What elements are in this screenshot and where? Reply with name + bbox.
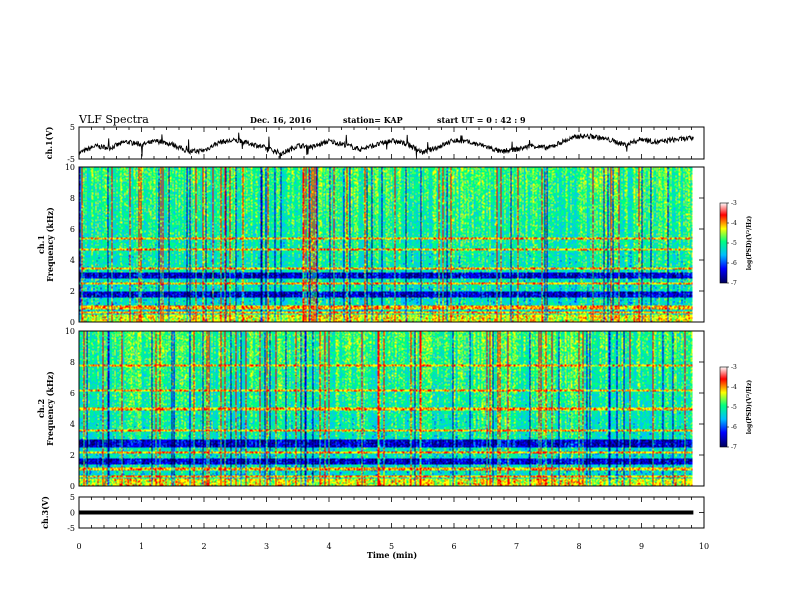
x-axis-label: Time (min) (367, 550, 417, 560)
x-tick-label: 6 (451, 542, 456, 551)
ch1-colorbar-gradient (719, 202, 728, 284)
ch1-y-tick-label: -5 (67, 155, 75, 164)
ch3-y-tick-label: 5 (70, 493, 75, 502)
ch2-spec-y-tick-label: 6 (70, 389, 75, 398)
ch1-spec-y-tick-label: 8 (70, 194, 75, 203)
ch2-colorbar-tick-label: -6 (731, 424, 737, 431)
ch2-spec-y-axis-label: ch.2 (36, 399, 46, 418)
ch1-spec-y-axis-label-2: Frequency (kHz) (45, 207, 55, 282)
ch2-colorbar-tick-label: -5 (731, 404, 737, 411)
x-tick-label: 10 (699, 542, 709, 551)
ch1-spec-y-axis-label: ch.1 (36, 235, 46, 254)
ch1-colorbar-label: log(PSD)(V²/Hz) (746, 216, 753, 271)
ch2-spectrogram-panel: 0 2 4 6 8 10 ch.2 Frequency (kHz) (36, 327, 705, 491)
ch2-spec-y-tick-label: 10 (65, 327, 75, 336)
x-tick-label: 1 (139, 542, 144, 551)
ch1-spec-y-tick-label: 10 (65, 163, 75, 172)
ch1-voltage-panel: 5 -5 ch.1(V) (44, 123, 705, 164)
ch1-spec-frame (78, 166, 705, 323)
time-axis: 0 1 2 3 4 5 6 7 8 9 10 Time (min) (76, 542, 709, 560)
ch2-spec-y-tick-label: 2 (70, 451, 75, 460)
ch1-y-tick-label: 5 (70, 123, 75, 132)
x-tick-label: 5 (389, 542, 394, 551)
x-tick-label: 3 (264, 542, 269, 551)
ch1-voltage-line (78, 132, 694, 160)
x-tick-label: 7 (514, 542, 519, 551)
ch3-y-tick-label: 0 (70, 509, 75, 518)
ch2-spec-frame (78, 330, 705, 487)
ch3-y-tick-label: -5 (67, 524, 75, 533)
x-tick-label: 0 (76, 542, 81, 551)
ch1-colorbar-tick-label: -4 (731, 220, 737, 227)
ch2-spec-heatmap (79, 331, 693, 486)
ch1-spec-y-tick-label: 2 (70, 287, 75, 296)
ch1-colorbar-tick-label: -6 (731, 260, 737, 267)
ch2-colorbar-label: log(PSD)(V²/Hz) (746, 380, 753, 435)
ch3-voltage-panel: 5 0 -5 ch.3(V) (40, 493, 705, 533)
ch2-spec-y-tick-label: 0 (70, 482, 75, 491)
ch2-spec-y-axis-label-2: Frequency (kHz) (45, 371, 55, 446)
ch2-spec-y-tick-label: 8 (70, 358, 75, 367)
x-tick-label: 2 (201, 542, 206, 551)
ch1-spec-y-tick-label: 6 (70, 225, 75, 234)
ch1-spec-y-tick-label: 0 (70, 318, 75, 327)
header-station: station= KAP (343, 115, 403, 125)
header-date: Dec. 16, 2016 (250, 115, 312, 125)
ch1-y-axis-label: ch.1(V) (44, 126, 54, 159)
ch1-colorbar-tick-label: -5 (731, 240, 737, 247)
ch1-spec-heatmap (79, 167, 693, 322)
ch1-colorbar: -3 -4 -5 -6 -7 log(PSD)(V²/Hz) (719, 200, 753, 287)
header-start-time: start UT = 0 : 42 : 9 (437, 115, 526, 125)
ch3-y-axis-label: ch.3(V) (40, 496, 50, 529)
figure-title: VLF Spectra (78, 113, 149, 126)
x-tick-label: 8 (576, 542, 581, 551)
ch2-colorbar-tick-label: -4 (731, 384, 737, 391)
ch2-colorbar: -3 -4 -5 -6 -7 log(PSD)(V²/Hz) (719, 364, 753, 451)
ch1-colorbar-tick-label: -3 (731, 200, 737, 207)
ch2-spec-y-tick-label: 4 (70, 420, 75, 429)
x-tick-label: 4 (326, 542, 331, 551)
ch2-colorbar-tick-label: -7 (731, 444, 737, 451)
ch1-colorbar-tick-label: -7 (731, 280, 737, 287)
ch1-spec-y-tick-label: 4 (70, 256, 75, 265)
x-tick-label: 9 (639, 542, 644, 551)
ch2-colorbar-gradient (719, 366, 728, 448)
ch2-colorbar-tick-label: -3 (731, 364, 737, 371)
ch1-spectrogram-panel: 0 2 4 6 8 10 ch.1 Frequency (kHz) (36, 163, 705, 327)
